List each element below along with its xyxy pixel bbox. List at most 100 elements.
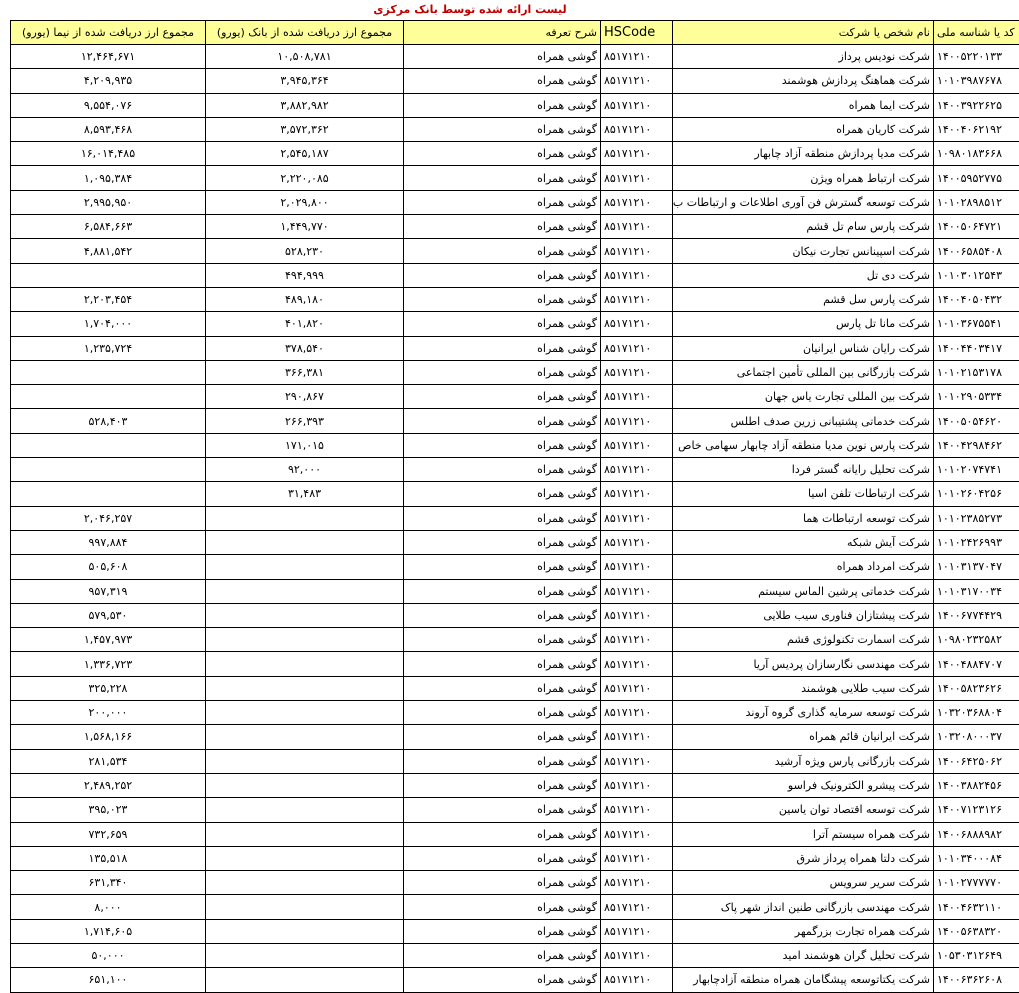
tariff-description: گوشی همراه xyxy=(403,700,601,726)
company-name: شرکت توسعه اقتصاد توان یاسین xyxy=(672,797,934,823)
tariff-description: گوشی همراه xyxy=(403,165,601,191)
tariff-description: گوشی همراه xyxy=(403,918,601,944)
table-row: ۱۴۰۰۴۰۵۰۴۳۲ شرکت پارس سل قشم ۸۵۱۷۱۲۱۰ گوشی … xyxy=(10,286,1019,313)
national-id: ۱۰۱۰۲۰۷۴۷۴۱ xyxy=(933,457,1019,483)
company-name: شرکت امرداد همراه xyxy=(672,554,934,580)
company-name: شرکت آیش شبکه xyxy=(672,529,934,556)
hs-code: ۸۵۱۷۱۲۱۰ xyxy=(600,627,673,653)
table-row: ۱۰۹۸۰۱۸۳۶۶۸ شرکت مدیا پردازش منطقه آزاد چ… xyxy=(10,141,1019,167)
tariff-description: گوشی همراه xyxy=(403,772,601,799)
national-id: ۱۴۰۰۵۲۲۰۱۳۳ xyxy=(933,43,1019,70)
hs-code: ۸۵۱۷۱۲۱۰ xyxy=(600,92,673,118)
nima-amount: ۱۶,۰۱۴,۴۸۵ xyxy=(10,141,206,167)
nima-amount xyxy=(10,262,206,288)
nima-amount: ۵۷۹,۵۳۰ xyxy=(10,602,206,629)
company-name: شرکت تحلیل گران هوشمند امید xyxy=(672,942,934,969)
company-name: شرکت مهندسی نگارسازان پردیس آریا xyxy=(672,651,934,677)
bank-amount xyxy=(205,845,404,872)
hs-code: ۸۵۱۷۱۲۱۰ xyxy=(600,408,673,434)
national-id: ۱۰۹۸۰۱۸۳۶۶۸ xyxy=(933,141,1019,167)
hs-code: ۸۵۱۷۱۲۱۰ xyxy=(600,238,673,264)
table-row: ۱۴۰۰۳۸۸۲۴۵۶ شرکت پیشرو الکترونیک فراسو ۸۵۱… xyxy=(10,772,1019,799)
national-id: ۱۴۰۰۴۸۸۴۷۰۷ xyxy=(933,651,1019,677)
company-name: شرکت سیب طلایی هوشمند xyxy=(672,675,934,702)
table-row: ۱۴۰۰۴۶۳۲۱۱۰ شرکت مهندسی بازرگانی طنین اند… xyxy=(10,894,1019,920)
bank-amount xyxy=(205,529,404,556)
hs-code: ۸۵۱۷۱۲۱۰ xyxy=(600,335,673,361)
hs-code: ۸۵۱۷۱۲۱۰ xyxy=(600,578,673,604)
tariff-description: گوشی همراه xyxy=(403,675,601,702)
company-name: شرکت همراه تجارت بزرگمهر xyxy=(672,918,934,944)
nima-amount xyxy=(10,359,206,386)
company-name: شرکت توسعه سرمایه گذاری گروه آروند xyxy=(672,700,934,726)
nima-amount: ۵۰,۰۰۰ xyxy=(10,942,206,969)
bank-amount xyxy=(205,675,404,702)
nima-amount: ۱,۷۱۴,۶۰۵ xyxy=(10,918,206,944)
national-id: ۱۴۰۰۴۰۶۲۱۹۲ xyxy=(933,116,1019,143)
hs-code: ۸۵۱۷۱۲۱۰ xyxy=(600,457,673,483)
bank-amount: ۳,۹۴۵,۳۶۴ xyxy=(205,68,404,94)
table: کد یا شناسه ملی نام شخص یا شرکت HSCode شرح … xyxy=(10,20,1019,993)
nima-amount: ۲,۲۰۳,۴۵۴ xyxy=(10,286,206,313)
nima-amount: ۸,۵۹۳,۴۶۸ xyxy=(10,116,206,143)
tariff-description: گوشی همراه xyxy=(403,116,601,143)
tariff-description: گوشی همراه xyxy=(403,359,601,386)
hs-code: ۸۵۱۷۱۲۱۰ xyxy=(600,675,673,702)
table-row: ۱۴۰۰۵۲۲۰۱۳۳ شرکت نودیس پرداز ۸۵۱۷۱۲۱۰ گوشی … xyxy=(10,43,1019,70)
tariff-description: گوشی همراه xyxy=(403,845,601,872)
bank-amount: ۲,۵۴۵,۱۸۷ xyxy=(205,141,404,167)
national-id: ۱۴۰۰۵۶۳۸۳۲۰ xyxy=(933,918,1019,944)
company-name: شرکت خدماتی پرشین الماس سیستم xyxy=(672,578,934,604)
nima-amount: ۹۹۷,۸۸۴ xyxy=(10,529,206,556)
tariff-description: گوشی همراه xyxy=(403,967,601,993)
national-id: ۱۴۰۰۶۴۲۵۰۶۲ xyxy=(933,748,1019,774)
bank-amount: ۹۲,۰۰۰ xyxy=(205,457,404,483)
national-id: ۱۰۱۰۲۴۲۶۹۹۳ xyxy=(933,529,1019,556)
tariff-description: گوشی همراه xyxy=(403,578,601,604)
bank-amount xyxy=(205,724,404,750)
hs-code: ۸۵۱۷۱۲۱۰ xyxy=(600,165,673,191)
company-name: شرکت مانا تل پارس xyxy=(672,311,934,337)
header-row: کد یا شناسه ملی نام شخص یا شرکت HSCode شرح … xyxy=(10,20,1019,45)
table-row: ۱۰۱۰۲۸۹۸۵۱۲ شرکت توسعه گسترش فن آوری اطلا… xyxy=(10,189,1019,216)
hs-code: ۸۵۱۷۱۲۱۰ xyxy=(600,529,673,556)
bank-amount: ۳۷۸,۵۴۰ xyxy=(205,335,404,361)
bank-amount xyxy=(205,942,404,969)
company-name: شرکت توسعه گسترش فن آوری اطلاعات و ارتبا… xyxy=(672,189,934,216)
nima-amount: ۵۰۵,۶۰۸ xyxy=(10,554,206,580)
table-row: ۱۰۳۲۰۸۰۰۰۳۷ شرکت ایرانیان قائم همراه ۸۵۱۷۱… xyxy=(10,724,1019,750)
national-id: ۱۰۱۰۲۱۵۳۱۷۸ xyxy=(933,359,1019,386)
bank-amount: ۱۰,۵۰۸,۷۸۱ xyxy=(205,43,404,70)
national-id: ۱۴۰۰۴۶۳۲۱۱۰ xyxy=(933,894,1019,920)
national-id: ۱۴۰۰۴۲۹۸۴۶۲ xyxy=(933,432,1019,459)
bank-amount xyxy=(205,870,404,896)
nima-amount xyxy=(10,432,206,459)
tariff-description: گوشی همراه xyxy=(403,505,601,531)
bank-amount xyxy=(205,894,404,920)
nima-amount: ۶۳۱,۳۴۰ xyxy=(10,870,206,896)
company-name: شرکت همراه سیستم آترا xyxy=(672,821,934,847)
bank-amount: ۲۶۶,۳۹۳ xyxy=(205,408,404,434)
nima-amount: ۱,۷۰۴,۰۰۰ xyxy=(10,311,206,337)
bank-amount xyxy=(205,700,404,726)
table-row: ۱۴۰۰۶۷۷۴۴۲۹ شرکت پیشتازان فناوری سیب طلای… xyxy=(10,602,1019,629)
tariff-description: گوشی همراه xyxy=(403,748,601,774)
company-name: شرکت بازرگانی بین المللی تأمین اجتماعی xyxy=(672,359,934,386)
hs-code: ۸۵۱۷۱۲۱۰ xyxy=(600,432,673,459)
table-row: ۱۰۱۰۲۷۷۷۷۷۰ شرکت سریر سرویس ۸۵۱۷۱۲۱۰ گوشی ه… xyxy=(10,870,1019,896)
header-cell: شرح تعرفه xyxy=(403,20,601,45)
table-row: ۱۰۱۰۲۶۰۴۲۵۶ شرکت ارتباطات تلفن اسیا ۸۵۱۷۱۲… xyxy=(10,481,1019,507)
table-row: ۱۴۰۰۴۲۹۸۴۶۲ شرکت پارس نوین مدیا منطقه آزا… xyxy=(10,432,1019,459)
national-id: ۱۰۱۰۲۳۸۵۲۷۳ xyxy=(933,505,1019,531)
nima-amount: ۱۲,۴۶۴,۶۷۱ xyxy=(10,43,206,70)
national-id: ۱۰۱۰۳۹۸۷۶۷۸ xyxy=(933,68,1019,94)
bank-amount xyxy=(205,918,404,944)
table-body: ۱۴۰۰۵۲۲۰۱۳۳ شرکت نودیس پرداز ۸۵۱۷۱۲۱۰ گوشی … xyxy=(10,43,1019,993)
nima-amount: ۵۲۸,۴۰۳ xyxy=(10,408,206,434)
hs-code: ۸۵۱۷۱۲۱۰ xyxy=(600,942,673,969)
hs-code: ۸۵۱۷۱۲۱۰ xyxy=(600,918,673,944)
national-id: ۱۰۳۲۰۸۰۰۰۳۷ xyxy=(933,724,1019,750)
table-row: ۱۴۰۰۶۴۲۵۰۶۲ شرکت بازرگانی پارس ویژه آرشید… xyxy=(10,748,1019,774)
bank-amount xyxy=(205,967,404,993)
tariff-description: گوشی همراه xyxy=(403,214,601,240)
